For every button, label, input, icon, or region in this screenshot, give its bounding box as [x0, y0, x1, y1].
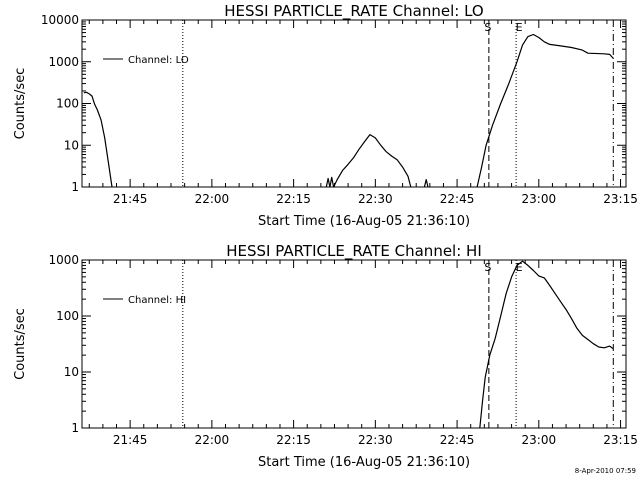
y-tick-label: 10: [64, 138, 79, 152]
y-tick-label: 10000: [41, 13, 79, 27]
x-tick-label: 22:30: [358, 433, 393, 447]
series-line-1: [479, 260, 614, 429]
y-tick-label: 1000: [48, 253, 79, 267]
x-axis-label: Start Time (16-Aug-05 21:36:10): [258, 455, 470, 470]
series-line-1: [83, 33, 614, 188]
chart-title: HESSI PARTICLE_RATE Channel: LO: [224, 2, 483, 21]
x-tick-label: 22:15: [276, 192, 311, 206]
footer-timestamp: 8-Apr-2010 07:59: [575, 467, 636, 475]
marker-label-E: E: [516, 21, 523, 34]
marker-label-E: E: [516, 261, 523, 274]
x-axis-label: Start Time (16-Aug-05 21:36:10): [258, 214, 470, 229]
y-tick-label: 10: [64, 365, 79, 379]
plot-frame: [81, 19, 627, 188]
y-tick-label: 1: [71, 180, 79, 194]
x-tick-label: 22:30: [358, 192, 393, 206]
x-tick-label: 23:15: [603, 433, 638, 447]
x-tick-label: 22:15: [276, 433, 311, 447]
y-tick-label: 1000: [48, 55, 79, 69]
x-tick-label: 23:00: [522, 192, 557, 206]
y-axis-label: Counts/sec: [13, 308, 28, 380]
x-tick-label: 23:00: [522, 433, 557, 447]
x-tick-label: 23:15: [603, 192, 638, 206]
marker-label-S: S: [484, 261, 491, 274]
chart-panel-2: HESSI PARTICLE_RATE Channel: HI 21:45 22:0…: [13, 242, 638, 470]
x-tick-label: 22:00: [195, 433, 230, 447]
y-tick-label: 1: [71, 421, 79, 435]
x-tick-label: 22:45: [440, 433, 475, 447]
y-tick-label: 100: [56, 309, 79, 323]
chart-title: HESSI PARTICLE_RATE Channel: HI: [226, 242, 482, 261]
x-tick-label: 21:45: [113, 433, 148, 447]
legend-label: Channel: LO: [128, 55, 189, 66]
y-tick-label: 100: [56, 97, 79, 111]
legend-label: Channel: HI: [128, 295, 186, 306]
x-tick-label: 22:00: [195, 192, 230, 206]
y-axis-label: Counts/sec: [13, 68, 28, 140]
plot-frame: [81, 259, 627, 429]
chart-panel-1: HESSI PARTICLE_RATE Channel: LO 21:45 22:0…: [13, 2, 638, 229]
x-tick-label: 21:45: [113, 192, 148, 206]
x-tick-label: 22:45: [440, 192, 475, 206]
marker-label-S: S: [484, 21, 491, 34]
